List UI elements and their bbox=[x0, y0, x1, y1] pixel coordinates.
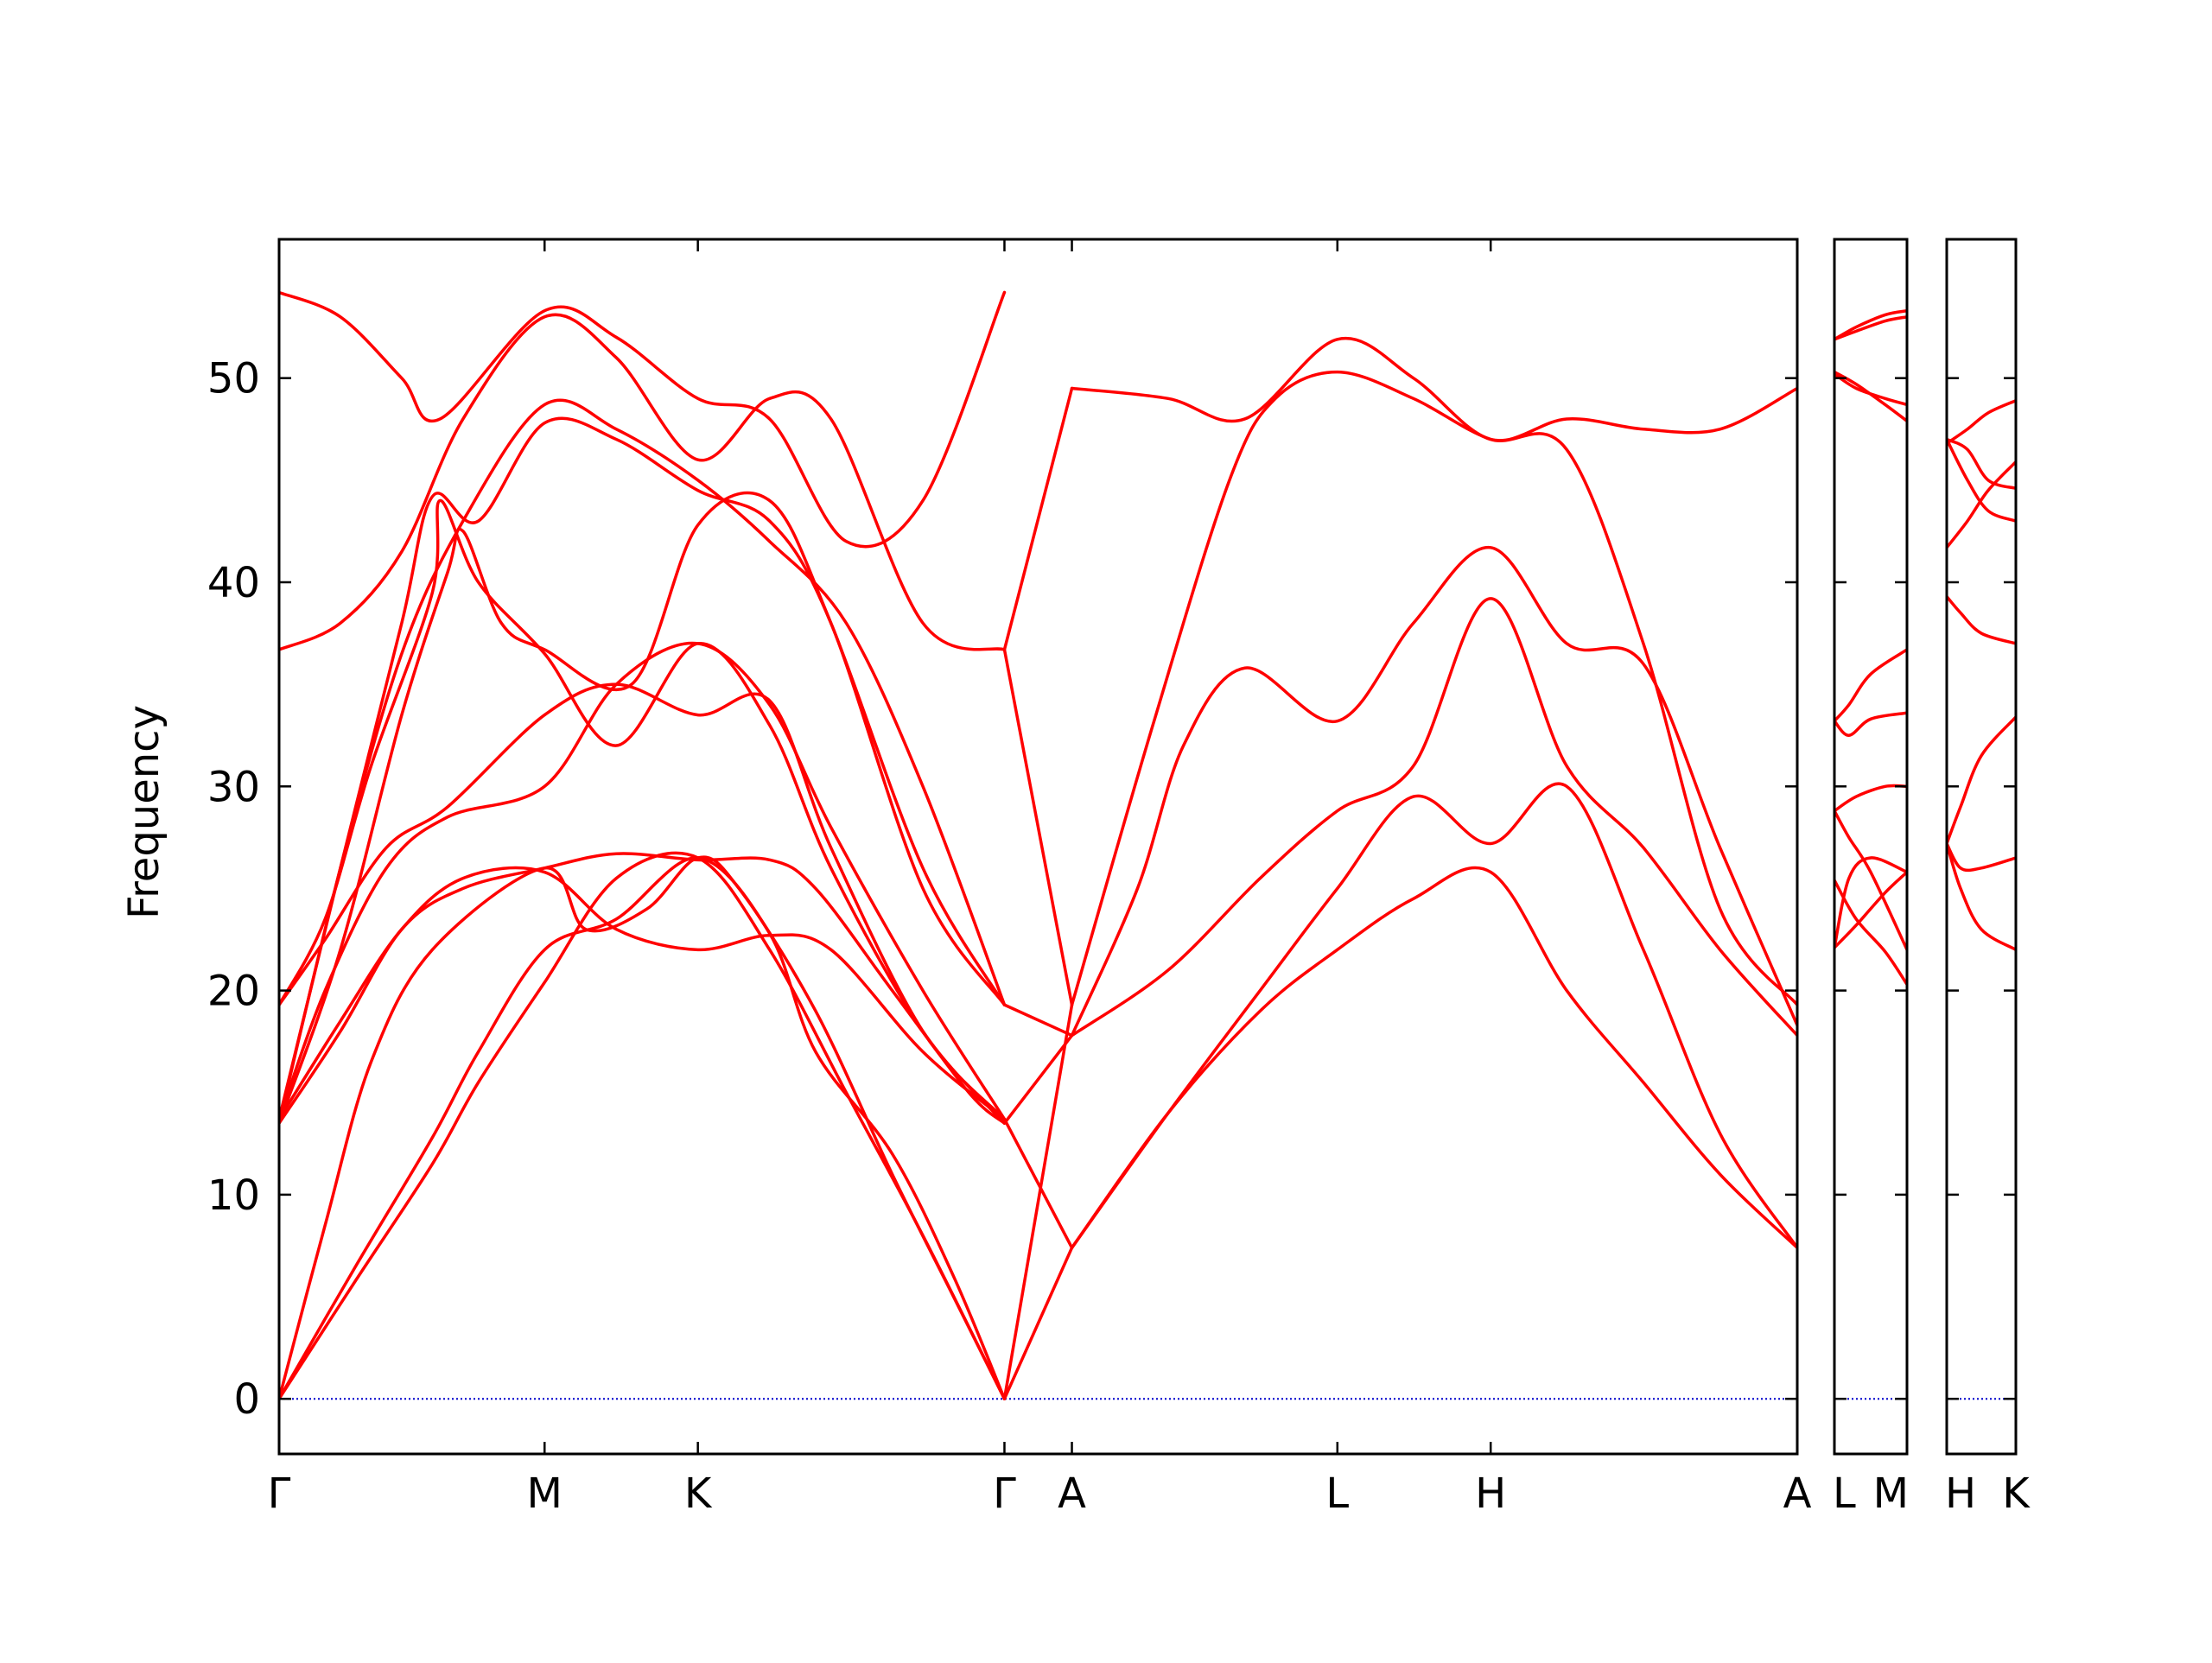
band-line-8 bbox=[1947, 398, 2016, 446]
band-line-6 bbox=[1947, 437, 2016, 523]
band-line-9 bbox=[1834, 372, 1907, 407]
x-tick-label: K bbox=[684, 1469, 713, 1518]
band-line-5 bbox=[279, 866, 1007, 1121]
band-line-17 bbox=[1002, 1033, 1074, 1125]
band-line-3 bbox=[279, 855, 1007, 1400]
band-series-group bbox=[1834, 308, 1907, 987]
band-line-20 bbox=[1002, 386, 1074, 651]
band-line-24 bbox=[1070, 546, 1797, 1038]
band-line-11 bbox=[1834, 308, 1907, 341]
y-tick-label: 30 bbox=[207, 763, 260, 811]
x-tick-label: Γ bbox=[268, 1469, 291, 1518]
x-tick-label: A bbox=[1058, 1469, 1086, 1518]
panel-frame bbox=[277, 238, 1799, 1456]
band-line-13 bbox=[279, 290, 1007, 549]
band-line-11 bbox=[279, 398, 1007, 1125]
band-line-25 bbox=[1070, 370, 1797, 1006]
band-line-3 bbox=[1834, 809, 1907, 952]
band-line-1 bbox=[279, 851, 1007, 1400]
band-line-7 bbox=[1834, 648, 1907, 723]
band-line-7 bbox=[1947, 437, 2016, 491]
x-tick-label: L bbox=[1325, 1469, 1349, 1518]
band-series-group bbox=[279, 290, 1797, 1400]
band-line-15 bbox=[1002, 1117, 1074, 1250]
band-line-19 bbox=[1002, 648, 1074, 1006]
y-tick-label: 20 bbox=[207, 968, 260, 1016]
x-tick-label: H bbox=[1945, 1469, 1976, 1518]
y-axis-label: Frequency bbox=[120, 705, 168, 919]
band-line-10 bbox=[279, 416, 1007, 1121]
x-tick-label: Γ bbox=[993, 1469, 1016, 1518]
y-tick-label: 10 bbox=[207, 1171, 260, 1220]
band-line-23 bbox=[1070, 597, 1797, 1038]
band-line-16 bbox=[1002, 1003, 1074, 1400]
band-line-6 bbox=[1834, 711, 1907, 737]
band-line-12 bbox=[279, 313, 1007, 651]
band-line-18 bbox=[1002, 1003, 1074, 1038]
band-line-4 bbox=[1834, 856, 1907, 949]
x-tick-label: A bbox=[1783, 1469, 1812, 1518]
band-line-10 bbox=[1834, 315, 1907, 341]
x-tick-label: L bbox=[1833, 1469, 1856, 1518]
band-line-6 bbox=[279, 641, 1007, 1121]
panel-frame bbox=[1945, 238, 2018, 1456]
band-line-26 bbox=[1070, 336, 1797, 442]
band-line-8 bbox=[279, 491, 1007, 1125]
x-tick-label: M bbox=[527, 1469, 563, 1518]
band-line-8 bbox=[1834, 370, 1907, 423]
panel-frame bbox=[1833, 238, 1909, 1456]
x-tick-label: H bbox=[1475, 1469, 1506, 1518]
band-line-7 bbox=[279, 682, 1007, 1121]
band-line-4 bbox=[1947, 594, 2016, 645]
band-line-14 bbox=[1002, 1246, 1074, 1400]
band-line-2 bbox=[1947, 841, 2016, 952]
band-line-1 bbox=[1834, 870, 1907, 949]
band-line-21 bbox=[1070, 866, 1797, 1250]
band-line-3 bbox=[1947, 715, 2016, 846]
band-line-1 bbox=[1947, 841, 2016, 873]
x-tick-label: K bbox=[2002, 1469, 2031, 1518]
band-series-group bbox=[1947, 398, 2016, 952]
y-tick-label: 0 bbox=[233, 1375, 260, 1424]
band-line-22 bbox=[1070, 782, 1797, 1250]
y-tick-label: 50 bbox=[207, 355, 260, 403]
band-line-5 bbox=[1834, 784, 1907, 813]
band-line-9 bbox=[279, 498, 1007, 1125]
band-line-5 bbox=[1947, 460, 2016, 549]
x-tick-label: M bbox=[1873, 1469, 1909, 1518]
y-tick-label: 40 bbox=[207, 559, 260, 607]
band-line-2 bbox=[279, 856, 1007, 1400]
